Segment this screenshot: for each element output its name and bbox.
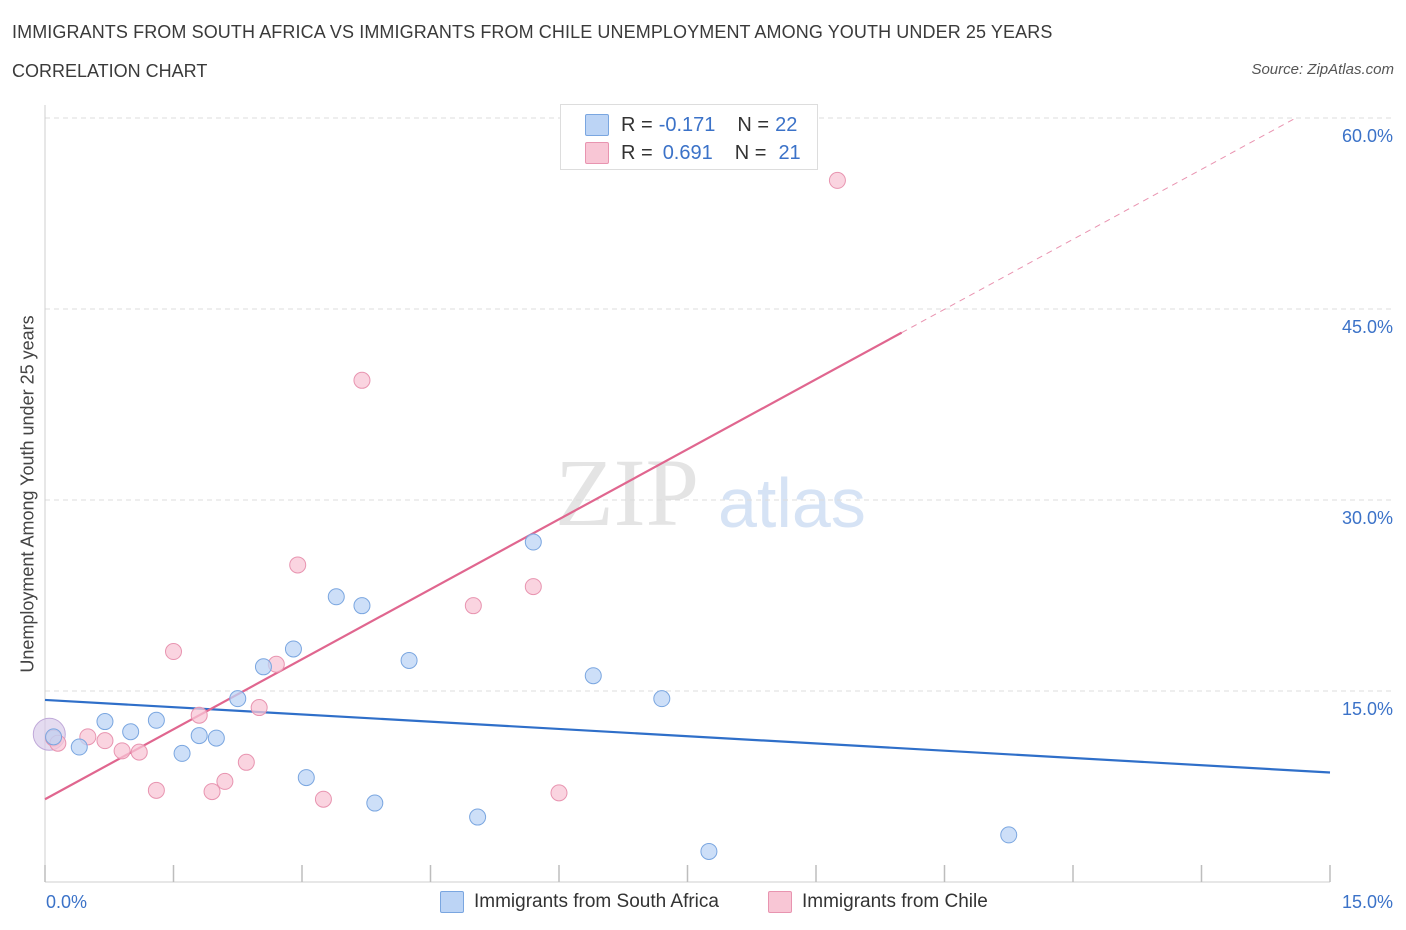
point-south-africa [96,713,114,731]
zipatlas-watermark: ZIP atlas [555,439,866,546]
tick-labels: 15.0% 30.0% 45.0% 60.0% 0.0% 15.0% [46,126,1393,912]
point-south-africa [229,690,247,708]
correlation-legend: R = -0.171 N = 22 R = 0.691 N = 21 [560,104,818,170]
point-south-africa [700,842,718,860]
chart-subtitle: CORRELATION CHART [12,61,208,81]
trend-line-south-africa [44,698,1331,774]
point-south-africa [207,729,225,747]
grid-lines [45,117,1395,692]
x-tick-label: 15.0% [1342,892,1393,912]
source-credit: Source: ZipAtlas.com [1251,61,1394,78]
point-chile [147,781,165,799]
trend-line-chile [44,331,903,801]
chart-title: IMMIGRANTS FROM SOUTH AFRICA VS IMMIGRAN… [12,22,1053,42]
point-chile [216,772,234,790]
bottom-legend-chile: Immigrants from Chile [768,888,988,916]
y-tick-label: 15.0% [1342,699,1393,719]
legend-swatch-blue [440,891,464,913]
point-south-africa [469,808,487,826]
point-south-africa [327,588,345,606]
legend-label-chile: Immigrants from Chile [802,891,988,912]
legend-swatch-pink [585,142,609,164]
legend-r-label: R = [621,141,653,164]
point-chile [524,578,542,596]
point-chile [130,743,148,761]
data-points [32,171,1018,860]
y-tick-label: 30.0% [1342,508,1393,528]
point-south-africa [524,533,542,551]
legend-swatch-pink [768,891,792,913]
point-south-africa [147,711,165,729]
bottom-legend-south-africa: Immigrants from South Africa [440,888,719,916]
legend-row-chile: R = 0.691 N = 21 [585,139,801,167]
point-south-africa [70,738,88,756]
point-south-africa [400,651,418,669]
x-tick-label: 0.0% [46,892,87,912]
legend-swatch-blue [585,114,609,136]
point-chile [237,753,255,771]
point-chile [113,742,131,760]
point-chile [250,699,268,717]
legend-n-value: 21 [778,141,801,164]
legend-n-label: N = [737,113,770,136]
point-chile [314,790,332,808]
point-chile [353,371,371,389]
point-chile [165,643,182,661]
legend-r-label: R = [621,113,653,136]
y-tick-label: 60.0% [1342,126,1393,146]
point-south-africa [190,727,208,745]
point-south-africa [45,728,63,746]
point-chile [464,597,482,615]
watermark-atlas: atlas [718,464,866,542]
point-south-africa [1000,826,1018,844]
point-chile [190,706,208,724]
point-south-africa [284,640,302,658]
point-south-africa [122,723,140,741]
point-south-africa [353,597,371,615]
point-south-africa [366,794,384,812]
point-south-africa [584,667,602,685]
point-chile [550,784,568,802]
point-chile [289,556,307,574]
legend-r-value: -0.171 [658,113,716,136]
trend-line-chile-projection [901,117,1296,334]
point-chile [96,732,114,750]
legend-n-value: 22 [775,113,798,136]
axes [44,105,1331,883]
point-south-africa [254,658,272,676]
legend-n-label: N = [734,141,767,164]
legend-r-value: 0.691 [662,141,713,164]
legend-row-south-africa: R = -0.171 N = 22 [585,111,797,139]
point-chile [828,171,846,189]
y-tick-label: 45.0% [1342,317,1393,337]
point-south-africa [173,744,191,762]
point-chile [203,783,221,801]
point-south-africa [297,769,315,787]
legend-label-south-africa: Immigrants from South Africa [474,891,719,912]
point-south-africa [653,690,671,708]
